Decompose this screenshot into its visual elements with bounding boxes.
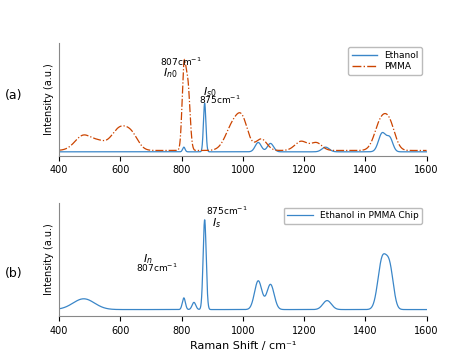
PMMA (211, 147, 217, 152)
Text: (a): (a) (5, 89, 22, 102)
Ethanol in PMMA Chip (394, 302, 400, 306)
Ethanol in PMMA Chip (214, 307, 219, 312)
Line: PMMA: PMMA (59, 59, 427, 151)
Ethanol (394, 149, 400, 153)
Text: 807cm$^{-1}$: 807cm$^{-1}$ (137, 262, 178, 274)
Ethanol in PMMA Chip (323, 299, 329, 303)
Ethanol in PMMA Chip (202, 218, 208, 222)
PMMA (231, 116, 237, 120)
Text: $\mathit{I}_{n0}$: $\mathit{I}_{n0}$ (163, 66, 177, 80)
Ethanol in PMMA Chip (216, 307, 221, 312)
Y-axis label: Intensity (a.u.): Intensity (a.u.) (44, 224, 54, 295)
Ethanol in PMMA Chip (231, 307, 237, 312)
Legend: Ethanol in PMMA Chip: Ethanol in PMMA Chip (283, 208, 422, 224)
Text: $\mathit{I}_n$: $\mathit{I}_n$ (143, 252, 152, 266)
Ethanol (202, 101, 208, 105)
Text: 807cm$^{-1}$: 807cm$^{-1}$ (160, 55, 202, 68)
Ethanol (211, 150, 217, 154)
Ethanol (424, 150, 429, 154)
Text: (b): (b) (5, 267, 22, 280)
Ethanol (214, 150, 219, 154)
Ethanol in PMMA Chip (56, 307, 62, 311)
Text: 875cm$^{-1}$: 875cm$^{-1}$ (206, 205, 248, 217)
PMMA (424, 148, 429, 153)
Line: Ethanol in PMMA Chip: Ethanol in PMMA Chip (59, 220, 427, 310)
Ethanol in PMMA Chip (413, 307, 419, 312)
Ethanol (412, 150, 418, 154)
Y-axis label: Intensity (a.u.): Intensity (a.u.) (44, 63, 54, 135)
PMMA (214, 146, 219, 151)
Text: $\mathit{I}_s$: $\mathit{I}_s$ (212, 216, 221, 230)
X-axis label: Raman Shift / cm⁻¹: Raman Shift / cm⁻¹ (190, 341, 296, 351)
PMMA (394, 138, 400, 142)
Ethanol (56, 150, 62, 154)
Ethanol in PMMA Chip (211, 307, 217, 312)
PMMA (412, 148, 418, 153)
PMMA (323, 147, 329, 151)
PMMA (182, 57, 187, 61)
Legend: Ethanol, PMMA: Ethanol, PMMA (348, 47, 422, 75)
Line: Ethanol: Ethanol (59, 103, 427, 152)
Ethanol (231, 150, 237, 154)
Text: $\mathit{I}_{s0}$: $\mathit{I}_{s0}$ (203, 85, 217, 99)
Text: 875cm$^{-1}$: 875cm$^{-1}$ (200, 94, 241, 106)
Ethanol in PMMA Chip (424, 307, 429, 312)
Ethanol (323, 145, 329, 149)
PMMA (56, 148, 62, 152)
